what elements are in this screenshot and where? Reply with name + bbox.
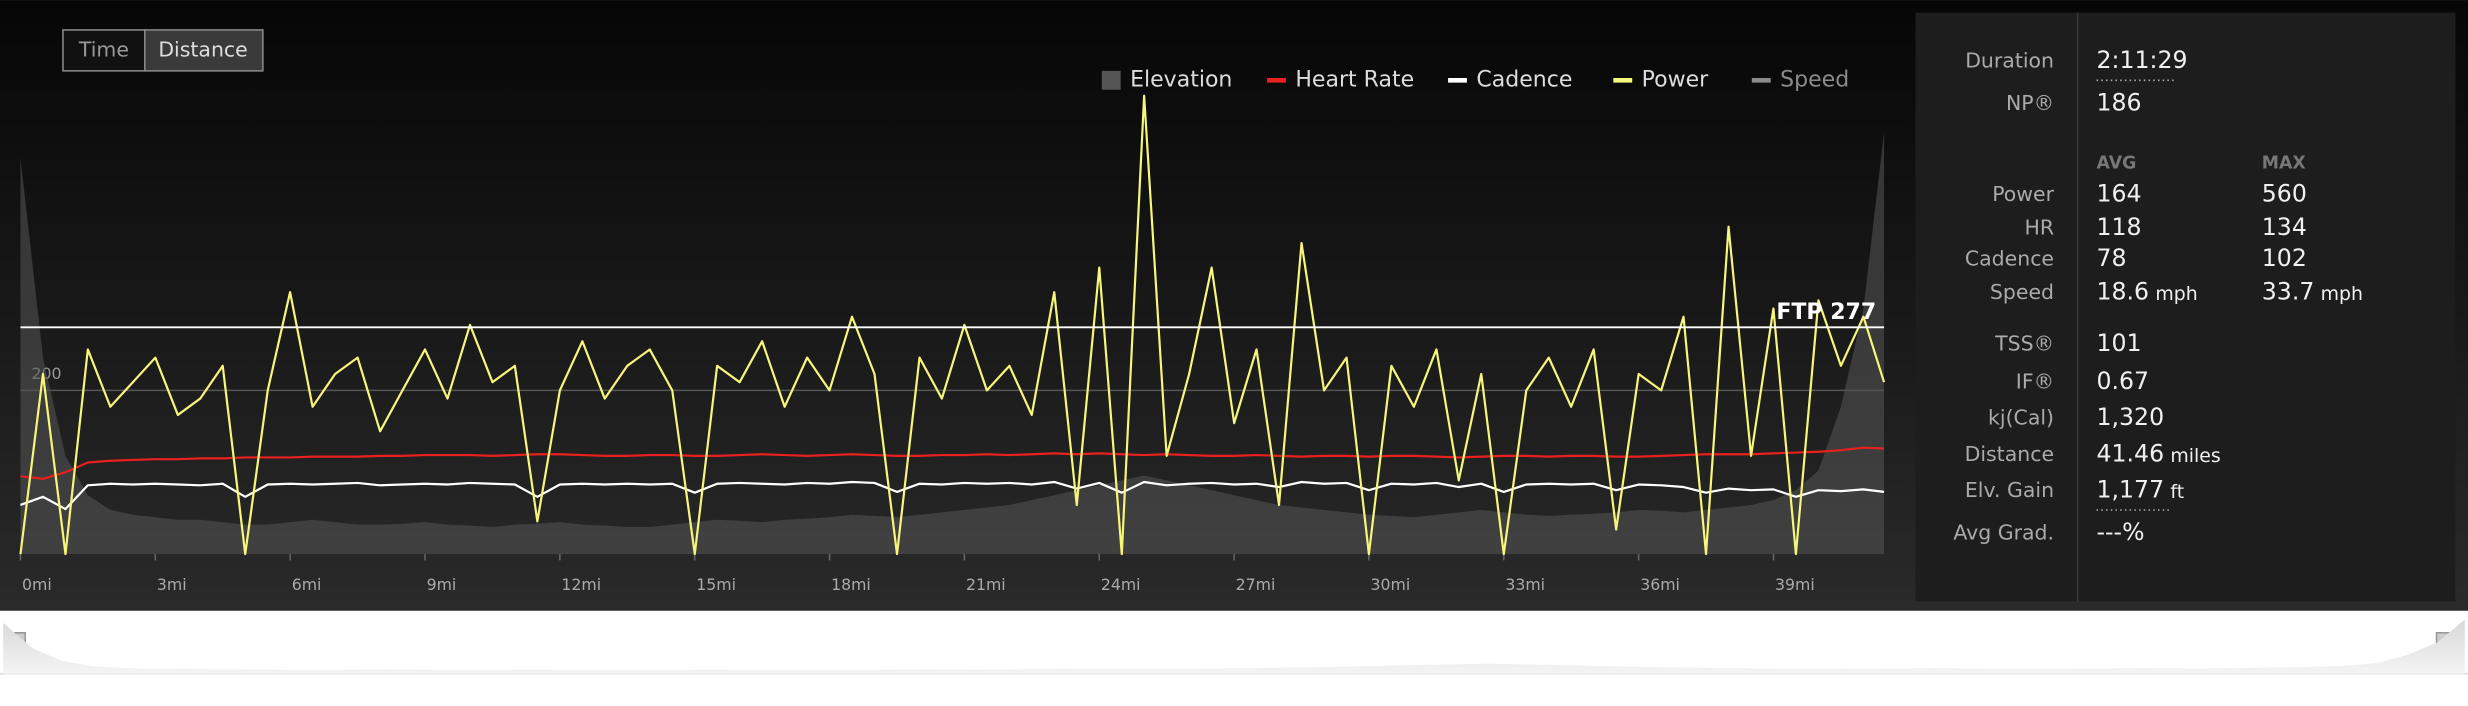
stat-unit: ft — [2170, 481, 2184, 503]
x-tick-label: 15mi — [696, 575, 736, 594]
toggle-distance[interactable] — [144, 29, 264, 72]
stat-value: 78 — [2097, 244, 2127, 272]
toggle-label[interactable]: Distance — [158, 37, 247, 61]
overview — [0, 613, 2468, 677]
power-line — [19, 94, 1886, 556]
stats: Duration 2:11:29 NP® 186 AVG MAX Power 164 560 HR… — [1953, 46, 2363, 546]
x-tick-label: 33mi — [1505, 575, 1545, 594]
stat-value: 101 — [2097, 329, 2142, 357]
stat-value: 102 — [2262, 244, 2307, 272]
stat-unit: miles — [2170, 445, 2220, 467]
plot: 0mi 3mi 6mi 9mi 12mi 15mi 18mi 21mi 24mi 27mi 30mi… — [19, 67, 1886, 594]
stat-value: 1,177 — [2097, 476, 2165, 504]
stat-label: Distance — [1965, 442, 2054, 466]
stat-label: Avg Grad. — [1953, 521, 2054, 545]
x-tick-label: 21mi — [966, 575, 1006, 594]
x-tick-label: 39mi — [1775, 575, 1815, 594]
x-tick-label: 36mi — [1640, 575, 1680, 594]
legend-label[interactable]: Heart Rate — [1295, 67, 1414, 92]
stat-value: 560 — [2262, 180, 2307, 208]
stat-value: 164 — [2097, 180, 2142, 208]
stat-label: Power — [1992, 182, 2054, 206]
stat-label: Cadence — [1965, 247, 2054, 271]
x-tick-label: 18mi — [831, 575, 871, 594]
stat-label: kj(Cal) — [1988, 406, 2054, 430]
stat-label: Duration — [1965, 48, 2054, 72]
col-header: MAX — [2262, 154, 2306, 174]
toggle-time[interactable] — [62, 29, 146, 72]
stat-value: 186 — [2097, 88, 2142, 116]
x-tick-label: 3mi — [157, 575, 187, 594]
stat-unit: mph — [2155, 283, 2197, 305]
stat-label: HR — [2024, 215, 2054, 239]
stat-value: 18.6 — [2097, 277, 2150, 305]
legend-label[interactable]: Cadence — [1476, 67, 1572, 92]
toggle-label[interactable]: Time — [78, 37, 129, 61]
stat-value: 134 — [2262, 213, 2307, 241]
stat-label: IF® — [2016, 370, 2054, 394]
col-header: AVG — [2097, 154, 2137, 174]
stat-label: TSS® — [1994, 332, 2054, 356]
stats-panel — [1915, 12, 2456, 602]
toggle: Time Distance — [62, 29, 264, 72]
overview-elevation — [3, 619, 2465, 674]
cadence-line — [20, 480, 1885, 511]
stat-label: NP® — [2006, 91, 2054, 115]
stat-value: 0.67 — [2097, 367, 2150, 395]
heart-rate-line — [20, 446, 1885, 480]
stat-value: 33.7 — [2262, 277, 2315, 305]
x-tick-label: 27mi — [1236, 575, 1276, 594]
stat-value: 41.46 — [2097, 439, 2165, 467]
x-tick-label: 6mi — [292, 575, 322, 594]
stat-label: Elv. Gain — [1965, 478, 2054, 502]
elevation-area — [20, 131, 1885, 555]
x-tick-label: 9mi — [427, 575, 457, 594]
ftp-label: FTP 277 — [1776, 300, 1876, 325]
x-tick-label: 0mi — [22, 575, 52, 594]
legend-label[interactable]: Power — [1642, 67, 1710, 92]
legend-swatch — [1101, 70, 1121, 90]
x-tick-label: 12mi — [561, 575, 601, 594]
stat-value: 1,320 — [2097, 403, 2165, 431]
legend-label[interactable]: Speed — [1780, 67, 1849, 92]
stat-value: 118 — [2097, 213, 2142, 241]
x-tick-label: 24mi — [1101, 575, 1141, 594]
x-tick-label: 30mi — [1371, 575, 1411, 594]
stat-label: Speed — [1990, 280, 2054, 304]
stat-unit: mph — [2321, 283, 2363, 305]
stat-value: 2:11:29 — [2097, 46, 2188, 74]
legend-label[interactable]: Elevation — [1130, 67, 1232, 92]
stat-value: ---% — [2097, 518, 2145, 546]
